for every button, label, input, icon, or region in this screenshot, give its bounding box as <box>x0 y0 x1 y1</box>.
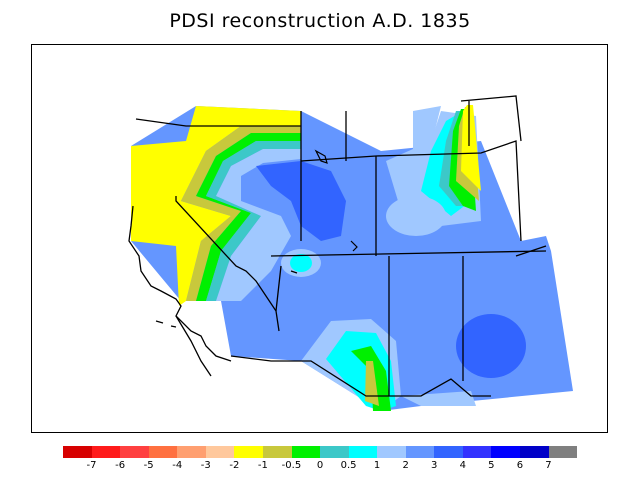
pdsi-field-neg05-west <box>181 126 301 301</box>
legend-swatch <box>520 446 549 458</box>
legend-swatch <box>205 446 235 458</box>
map-frame <box>31 44 608 433</box>
pdsi-field-0-south <box>351 346 391 411</box>
legend-tick-label: 1 <box>373 460 381 471</box>
boundary-lines <box>128 95 547 397</box>
legend-swatch <box>548 446 578 458</box>
pdsi-field-05-west <box>206 141 301 301</box>
legend-swatch <box>148 446 178 458</box>
legend-swatch <box>234 446 263 458</box>
lakes <box>155 149 358 328</box>
legend-tick-label: 0.5 <box>340 460 357 471</box>
legend-swatch <box>91 446 121 458</box>
state-border-or-id <box>135 118 301 127</box>
state-border-nv-az <box>275 265 282 312</box>
legend-swatch <box>348 446 378 458</box>
legend-swatch <box>63 446 92 458</box>
legend-tick-label: 4 <box>459 460 466 471</box>
legend-swatch <box>177 446 206 458</box>
color-legend <box>63 446 578 458</box>
legend-tick-label: 5 <box>488 460 495 471</box>
coastline <box>128 205 232 362</box>
legend-tick-label: 7 <box>545 460 552 471</box>
legend-tick-label: 6 <box>516 460 524 471</box>
lake-powell <box>350 240 358 252</box>
state-border-ne <box>460 95 522 142</box>
legend-tick-label: 3 <box>431 460 438 471</box>
state-border-south <box>230 355 389 397</box>
pdsi-field-0-west <box>196 133 301 301</box>
pdsi-field-4-se <box>456 314 526 378</box>
legend-swatch <box>434 446 463 458</box>
channel-island-2 <box>170 325 177 328</box>
legend-swatch <box>405 446 435 458</box>
legend-swatch <box>262 446 292 458</box>
pdsi-field-neg1-west <box>131 106 301 306</box>
legend-tick-label: -2 <box>229 460 240 471</box>
pdsi-field-2-se <box>401 391 476 406</box>
pdsi-field-2-center-east <box>386 196 446 236</box>
lake-mead <box>290 270 298 274</box>
legend-tick-label: 2 <box>402 460 409 471</box>
legend-swatch <box>377 446 406 458</box>
legend-tick-label: -7 <box>86 460 97 471</box>
pdsi-map <box>128 95 573 411</box>
pdsi-field-2-west <box>216 149 301 301</box>
state-border-ok <box>515 245 547 257</box>
legend-tick-label: -0.5 <box>281 460 302 471</box>
legend-swatch <box>120 446 149 458</box>
legend-swatch <box>320 446 349 458</box>
map-title: PDSI reconstruction A.D. 1835 <box>169 10 471 32</box>
baja-coast <box>175 315 212 377</box>
pdsi-field-neg05-south <box>365 361 379 406</box>
state-border-co-ks <box>375 140 522 242</box>
legend-tick-label: -1 <box>257 460 268 471</box>
state-border-co-top <box>300 155 377 162</box>
legend-tick-label: -4 <box>172 460 183 471</box>
legend-tick-label: 0 <box>316 460 324 471</box>
legend-swatch <box>491 446 520 458</box>
legend-tick-label: -6 <box>115 460 126 471</box>
pdsi-field-05-spot <box>290 254 312 272</box>
state-border-nm-tx <box>389 378 491 397</box>
state-border-four-corners <box>270 250 547 257</box>
legend-swatch <box>462 446 492 458</box>
legend-swatch <box>291 446 321 458</box>
pdsi-field-2-ne <box>413 106 441 151</box>
legend-labels: -7 -6 -5 -4 -3 -2 -1 -0.5 0 0.5 1 2 3 4 5 6 7 <box>63 460 577 474</box>
legend-tick-label: -5 <box>143 460 154 471</box>
great-salt-lake <box>314 149 328 164</box>
pdsi-field-neg1-east <box>461 105 481 191</box>
channel-island-1 <box>155 320 164 324</box>
legend-tick-label: -3 <box>200 460 211 471</box>
